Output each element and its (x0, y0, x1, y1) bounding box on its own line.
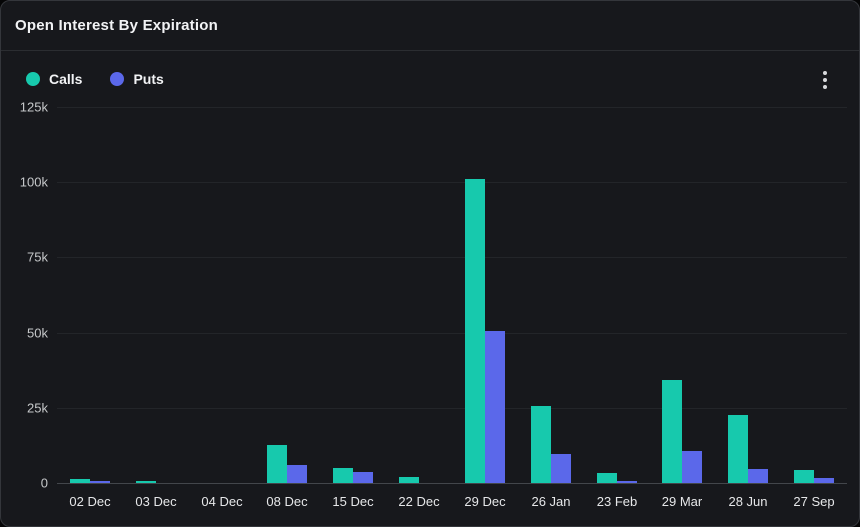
puts-bar-29-dec (485, 331, 505, 483)
legend-calls-label: Calls (49, 71, 83, 87)
y-gridline (57, 257, 847, 258)
calls-bar-28-jun (728, 415, 748, 483)
puts-legend-dot-icon (110, 72, 125, 86)
chart-legend: Calls Puts (26, 71, 164, 87)
calls-bar-02-dec (70, 479, 90, 483)
x-axis-tick-label: 23 Feb (596, 494, 638, 509)
x-axis-tick-label: 29 Dec (464, 494, 506, 509)
puts-bar-02-dec (90, 481, 110, 483)
x-axis-tick-label: 27 Sep (793, 494, 835, 509)
x-axis-tick-label: 03 Dec (135, 494, 177, 509)
x-axis-tick-label: 26 Jan (531, 494, 571, 509)
calls-bar-08-dec (267, 445, 287, 483)
kebab-dot-icon (823, 71, 827, 75)
y-axis-tick-label: 100k (19, 174, 48, 190)
x-axis-tick-label: 15 Dec (332, 494, 374, 509)
calls-legend-dot-icon (26, 72, 40, 86)
legend-puts-label: Puts (133, 71, 164, 87)
puts-bar-27-sep (814, 478, 834, 483)
legend-item-puts[interactable]: Puts (110, 71, 164, 87)
x-axis-tick-label: 22 Dec (398, 494, 440, 509)
y-gridline (57, 408, 847, 409)
x-axis-tick-label: 04 Dec (201, 494, 243, 509)
calls-bar-26-jan (531, 406, 551, 483)
y-axis-tick-label: 75k (27, 249, 48, 265)
y-axis-tick-label: 50k (27, 325, 48, 341)
puts-bar-15-dec (353, 472, 373, 483)
legend-item-calls[interactable]: Calls (26, 71, 82, 87)
puts-bar-23-feb (617, 481, 637, 483)
puts-bar-29-mar (682, 451, 702, 483)
calls-bar-23-feb (597, 473, 617, 483)
puts-bar-26-jan (551, 454, 571, 483)
chart-menu-button[interactable] (815, 67, 835, 93)
y-gridline (57, 107, 847, 108)
y-gridline (57, 333, 847, 334)
calls-bar-27-sep (794, 470, 814, 483)
x-axis-tick-label: 29 Mar (661, 494, 703, 509)
calls-bar-29-mar (662, 380, 682, 483)
calls-bar-03-dec (136, 481, 156, 483)
x-axis-line (57, 483, 847, 484)
y-axis-tick-label: 125k (19, 99, 48, 115)
x-axis-tick-label: 28 Jun (728, 494, 768, 509)
y-axis-tick-label: 25k (27, 400, 48, 416)
kebab-dot-icon (823, 78, 827, 82)
x-axis-tick-label: 02 Dec (69, 494, 111, 509)
calls-bar-15-dec (333, 468, 353, 483)
calls-bar-22-dec (399, 477, 419, 483)
y-axis-tick-label: 0 (40, 475, 48, 491)
puts-bar-08-dec (287, 465, 307, 483)
x-axis-tick-label: 08 Dec (266, 494, 308, 509)
calls-bar-29-dec (465, 179, 485, 483)
card-header: Open Interest By Expiration (1, 1, 859, 51)
kebab-dot-icon (823, 85, 827, 89)
y-gridline (57, 182, 847, 183)
puts-bar-28-jun (748, 469, 768, 483)
page-title: Open Interest By Expiration (15, 17, 218, 34)
